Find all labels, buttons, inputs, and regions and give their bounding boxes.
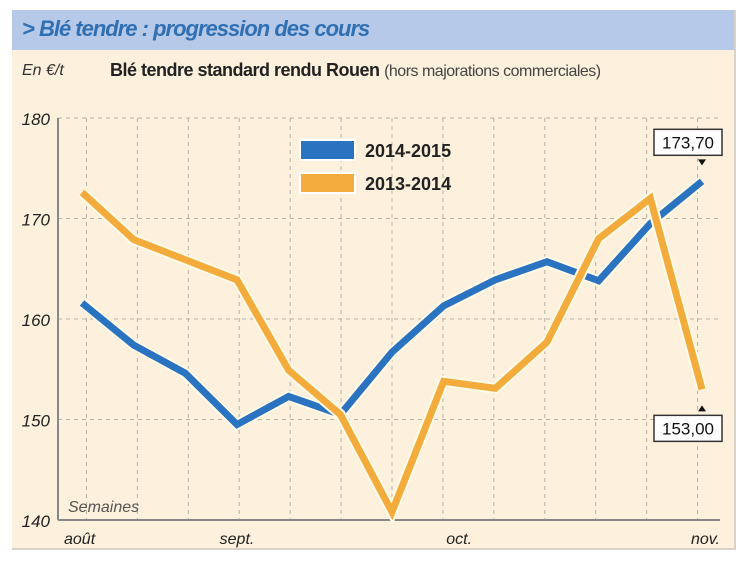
y-tick-label: 170 bbox=[22, 211, 51, 230]
subtitle-note: (hors majorations commerciales) bbox=[384, 63, 601, 80]
chart-frame: > Blé tendre : progression des cours En … bbox=[12, 10, 736, 550]
chart-title: > Blé tendre : progression des cours bbox=[22, 16, 370, 41]
y-tick-label: 160 bbox=[22, 311, 51, 330]
legend-swatch bbox=[299, 139, 356, 161]
month-label: août bbox=[64, 531, 96, 548]
month-label: sept. bbox=[220, 531, 255, 548]
value-callout-box bbox=[653, 414, 723, 443]
y-tick-label: 150 bbox=[22, 412, 51, 431]
value-callout: 153,00 bbox=[662, 419, 714, 438]
value-callout-box bbox=[653, 128, 723, 157]
unit-label: En €/t bbox=[22, 62, 64, 79]
month-label: nov. bbox=[691, 531, 720, 548]
legend-swatch bbox=[299, 172, 356, 194]
legend-label: 2014-2015 bbox=[365, 141, 451, 161]
x-axis-label: Semaines bbox=[68, 499, 139, 516]
y-tick-label: 180 bbox=[22, 110, 51, 129]
callout-pointer-icon bbox=[698, 159, 706, 166]
value-callout: 173,70 bbox=[662, 133, 714, 152]
y-tick-label: 140 bbox=[22, 512, 51, 531]
legend-label: 2013-2014 bbox=[365, 174, 451, 194]
month-label: oct. bbox=[446, 531, 472, 548]
chart-subtitle: Blé tendre standard rendu Rouen (hors ma… bbox=[110, 60, 601, 81]
callout-pointer-icon bbox=[698, 405, 706, 412]
subtitle-main: Blé tendre standard rendu Rouen bbox=[110, 60, 380, 80]
header-band: > Blé tendre : progression des cours bbox=[12, 10, 734, 50]
